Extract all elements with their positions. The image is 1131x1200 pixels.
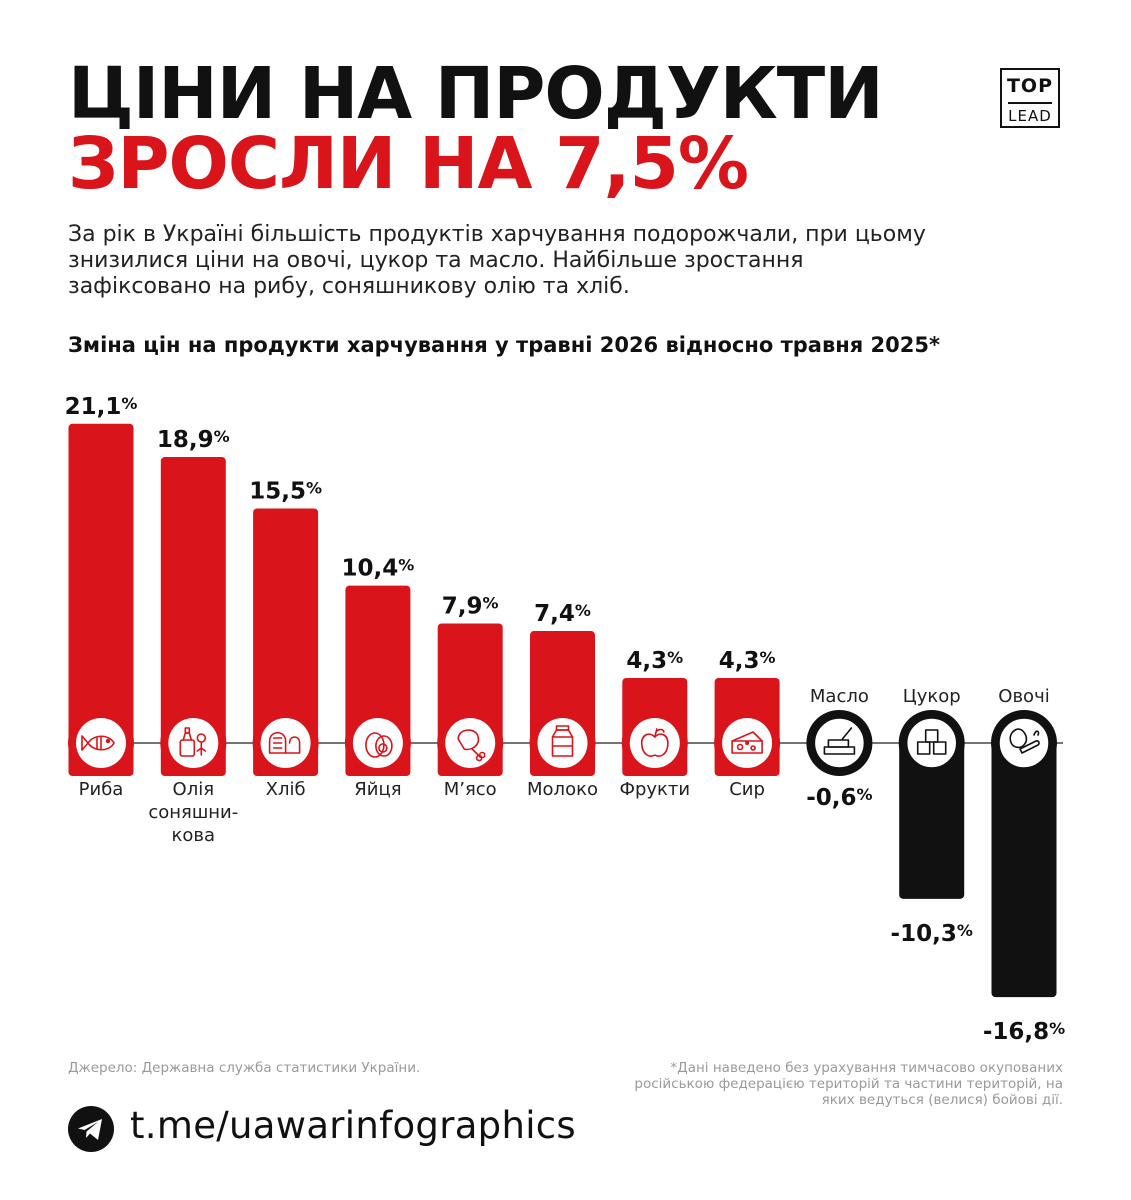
footnote: *Дані наведено без урахування тимчасово … <box>634 1060 1063 1108</box>
value-label: 7,4% <box>534 601 591 627</box>
bar-group: 10,4% Яйця <box>342 556 415 800</box>
bar-group: -16,8% Овочі <box>983 686 1065 1045</box>
bar <box>899 743 965 899</box>
bar-group: 15,5% Хліб <box>249 478 322 800</box>
value-label: -16,8% <box>983 1019 1065 1045</box>
milk-carton-icon <box>551 725 574 757</box>
icon-badge <box>629 718 680 768</box>
logo-top-text: TOP <box>1006 75 1054 97</box>
icon-badge <box>168 718 219 768</box>
icon-badge <box>537 718 588 768</box>
icon-badge <box>905 717 958 769</box>
icon-badge <box>813 717 866 769</box>
icon-badge <box>445 718 496 768</box>
category-label: Овочі <box>998 686 1049 707</box>
logo-bottom-text: LEAD <box>1008 107 1052 125</box>
value-label: 15,5% <box>249 478 322 504</box>
category-label: Риба <box>79 779 124 800</box>
bar-group: 7,4% Молоко <box>527 601 598 800</box>
title-line-2: ЗРОСЛИ НА 7,5% <box>68 122 749 205</box>
value-label: -10,3% <box>891 921 973 947</box>
icon-badge <box>352 718 403 768</box>
toplead-logo: TOP LEAD <box>1000 68 1060 128</box>
value-label: 18,9% <box>157 427 230 453</box>
category-label: Сир <box>729 779 765 800</box>
category-label: Цукор <box>903 686 961 707</box>
category-label: Хліб <box>266 779 306 800</box>
bar-group: 21,1% Риба <box>65 394 138 800</box>
category-label: Яйця <box>354 779 401 800</box>
category-label: Фрукти <box>619 779 690 800</box>
bar-group: 4,3% Фрукти <box>619 648 690 800</box>
telegram-icon[interactable] <box>68 1106 114 1152</box>
sugar-cubes-icon <box>916 729 947 755</box>
fish-icon <box>81 735 115 751</box>
bread-icon <box>268 731 301 754</box>
telegram-link[interactable]: t.me/uawarinfographics <box>130 1104 577 1147</box>
category-label: Молоко <box>527 779 598 800</box>
title-line-1: ЦІНИ НА ПРОДУКТИ <box>68 52 884 135</box>
value-label: 21,1% <box>65 394 138 420</box>
bar <box>160 457 226 776</box>
oil-bottle-icon <box>179 727 207 757</box>
bar-group: -10,3% Цукор <box>891 686 973 947</box>
vegetables-icon <box>1009 728 1040 754</box>
value-label: 10,4% <box>342 556 415 582</box>
apple-icon <box>640 728 669 757</box>
source-note: Джерело: Державна служба статистики Укра… <box>68 1060 421 1076</box>
value-label: 4,3% <box>626 648 683 674</box>
bar-group: -0,6% Масло <box>806 686 872 811</box>
butter-icon <box>823 727 856 755</box>
bar <box>68 423 134 776</box>
cheese-icon <box>731 731 763 754</box>
chart-title: Зміна цін на продукти харчування у травн… <box>68 333 940 357</box>
intro-text: За рік в Україні більшість продуктів хар… <box>68 222 926 299</box>
bar <box>253 508 319 776</box>
category-label: кова <box>172 825 216 846</box>
icon-badge <box>998 717 1050 769</box>
bar-group: 7,9% М’ясо <box>437 593 504 800</box>
bar-group: 4,3% Сир <box>714 648 781 800</box>
value-label: 4,3% <box>719 648 776 674</box>
value-label: -0,6% <box>806 785 872 811</box>
bar <box>991 743 1057 998</box>
eggs-icon <box>365 732 393 758</box>
price-change-chart: 21,1%Риба18,9%Оліясоняшни-кова15,5%Хліб1… <box>65 394 1066 1045</box>
meat-leg-icon <box>457 729 486 762</box>
category-label: М’ясо <box>444 779 497 800</box>
category-label: Олія <box>173 779 215 800</box>
category-label: соняшни- <box>148 802 238 823</box>
category-label: Масло <box>810 686 869 707</box>
value-label: 7,9% <box>442 593 499 619</box>
logo-divider <box>1008 102 1052 104</box>
